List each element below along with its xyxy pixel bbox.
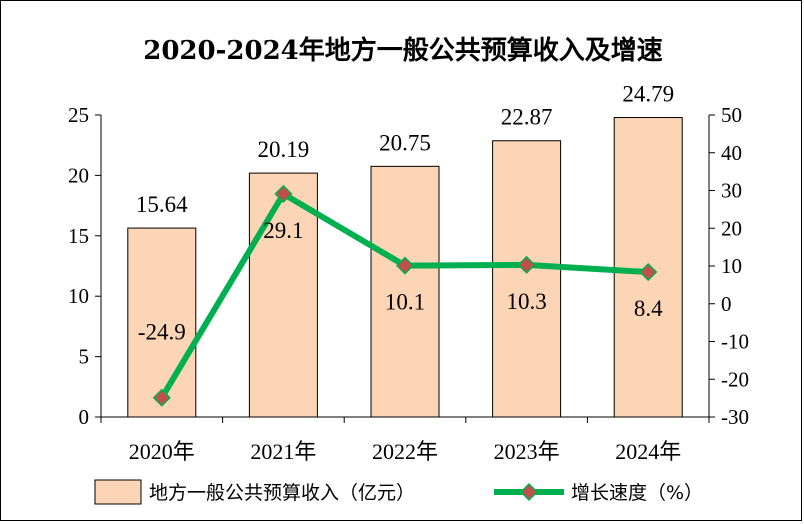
line-value-label: 29.1 [263,218,303,243]
chart-title: 2020-2024年地方一般公共预算收入及增速 [143,35,663,66]
right-axis-tick-label: 40 [721,141,742,165]
legend-bar-label: 地方一般公共预算收入（亿元） [149,482,415,504]
bar [127,227,197,418]
bar [370,165,440,418]
left-axis-tick-label: 0 [79,405,90,429]
bar-value-label: 20.75 [379,130,431,155]
left-axis-tick-label: 15 [68,224,89,248]
legend-bar-swatch [94,479,142,505]
legend: 地方一般公共预算收入（亿元） 增长速度（%） [94,479,703,505]
right-axis-tick-label: 0 [721,292,732,316]
left-axis-tick-label: 25 [68,103,89,127]
x-axis-category-label: 2024年 [615,439,681,464]
legend-line-marker [519,482,539,502]
line-marker [274,184,293,203]
right-axis-tick-label: 50 [721,103,742,127]
x-axis-category-label: 2023年 [494,439,560,464]
legend-line-label: 增长速度（%） [571,482,703,504]
bar [492,140,562,418]
line-value-label: -24.9 [138,320,186,345]
right-axis-tick-label: 10 [721,254,742,278]
line-value-label: 10.3 [506,289,546,314]
line-marker [152,388,171,407]
x-axis-category-label: 2020年 [129,439,195,464]
bar-value-label: 20.19 [258,137,310,162]
bar-value-label: 15.64 [136,192,188,217]
right-axis-tick-label: -10 [721,330,749,354]
bar [248,172,318,418]
data-labels: 15.64 20.19 20.75 22.87 24.79 -24.9 29.1 10.1 10… [136,82,674,345]
left-axis-tick-label: 5 [79,345,90,369]
axes: 0 5 10 15 20 25 -30 -20 -10 0 10 20 30 40 50 2020年 2021年… [68,103,749,464]
bar-value-label: 24.79 [622,82,674,107]
x-axis-category-label: 2022年 [372,439,438,464]
x-axis-category-label: 2021年 [250,439,316,464]
right-axis-tick-label: -20 [721,367,749,391]
right-axis-tick-label: 30 [721,179,742,203]
line-value-label: 8.4 [634,296,663,321]
line-marker [395,256,415,275]
left-axis-tick-label: 20 [68,163,89,187]
line-value-label: 10.1 [385,290,425,315]
line-series [152,184,658,407]
line-marker [517,255,536,274]
right-axis-tick-label: 20 [721,216,742,240]
right-axis-tick-label: -30 [721,405,749,429]
left-axis-tick-label: 10 [68,284,89,308]
line-marker [639,262,658,282]
bar-value-label: 22.87 [501,105,553,130]
